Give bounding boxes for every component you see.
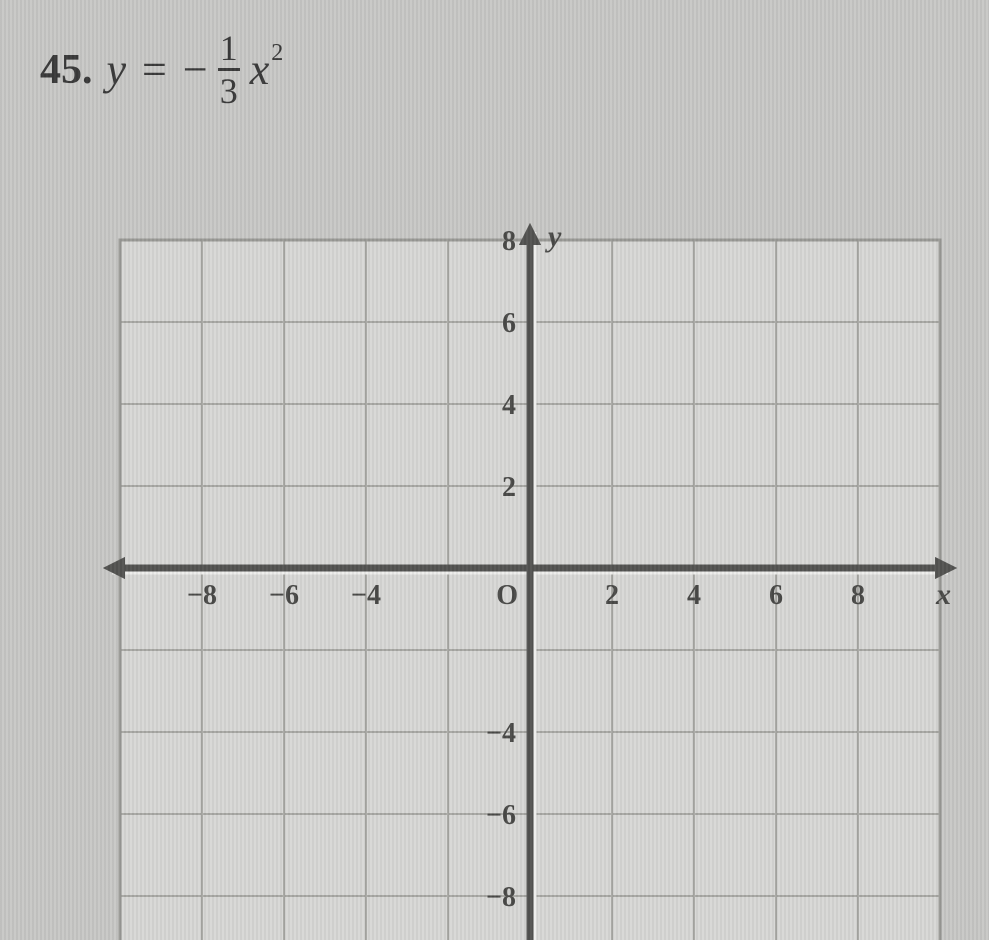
svg-text:O: O [496,580,518,611]
fraction: 1 3 [218,30,240,109]
svg-text:4: 4 [502,390,516,421]
svg-text:−8: −8 [187,580,217,611]
fraction-denominator: 3 [218,71,240,109]
svg-text:−4: −4 [351,580,381,611]
svg-text:−8: −8 [486,882,516,913]
leading-minus: − [183,44,208,95]
svg-text:−4: −4 [486,718,516,749]
exponent: 2 [271,40,283,67]
grid-svg: −8 −6 −4 O 2 4 6 8 2 4 6 8 −4 −6 −8 y x [100,220,960,940]
svg-text:2: 2 [605,580,619,611]
equals-sign: = [136,44,173,95]
x-term: x 2 [250,44,284,95]
coordinate-grid: −8 −6 −4 O 2 4 6 8 2 4 6 8 −4 −6 −8 y x [100,220,960,940]
svg-text:4: 4 [687,580,701,611]
variable-x: x [250,44,270,95]
equation: y = − 1 3 x 2 [107,30,284,109]
svg-text:y: y [545,220,562,253]
svg-text:6: 6 [769,580,783,611]
svg-text:−6: −6 [269,580,299,611]
fraction-numerator: 1 [218,30,240,68]
svg-text:x: x [935,578,951,611]
problem-number: 45. [40,46,93,94]
equation-lhs: y [107,44,127,95]
svg-text:8: 8 [851,580,865,611]
svg-text:2: 2 [502,472,516,503]
problem-heading: 45. y = − 1 3 x 2 [40,30,283,109]
svg-text:6: 6 [502,308,516,339]
svg-text:8: 8 [502,226,516,257]
svg-text:−6: −6 [486,800,516,831]
